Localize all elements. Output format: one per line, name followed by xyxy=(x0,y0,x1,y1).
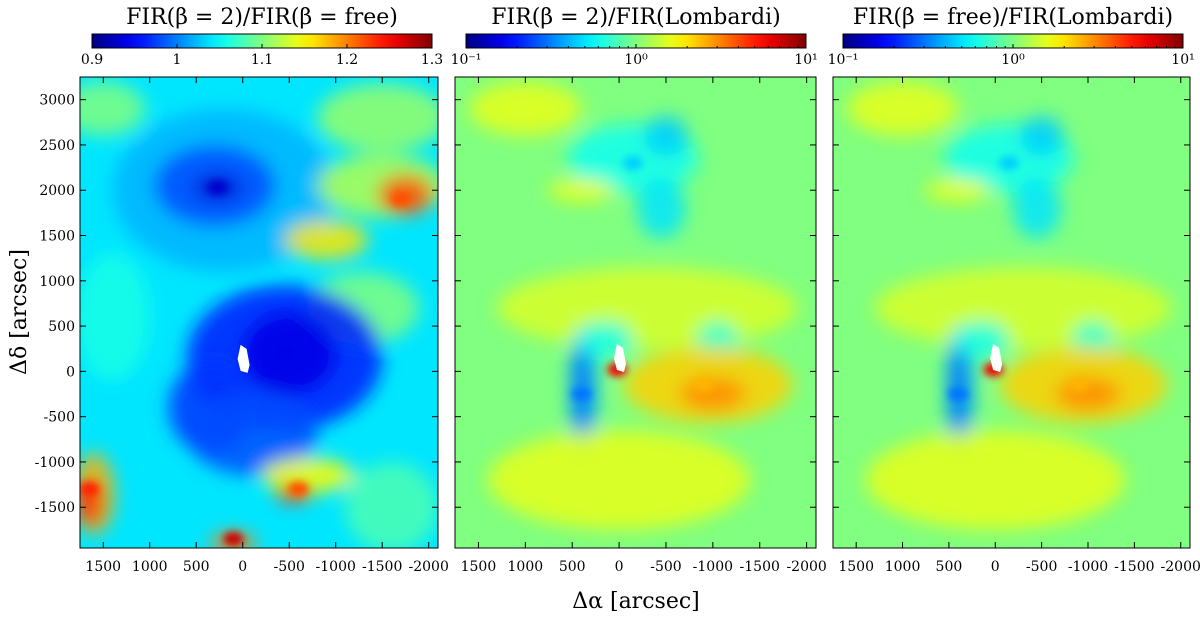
colorbar-tick-label: 1.3 xyxy=(421,52,443,68)
x-tick-label: 1000 xyxy=(508,559,544,575)
x-tick-label: 0 xyxy=(238,559,247,575)
x-tick-label: -500 xyxy=(273,559,304,575)
heatmap-panel-2: 1500 1000 500 0 -500 -1000 -1500 -2000 10⁻¹ 10⁰ 10… xyxy=(451,5,827,575)
y-tick-label: -1500 xyxy=(35,500,75,516)
x-tick-label: -1000 xyxy=(693,559,733,575)
x-tick-label: -500 xyxy=(1026,559,1057,575)
colorbar-tick-label: 1.2 xyxy=(336,52,358,68)
panel-title: FIR(β = free)/FIR(Lombardi) xyxy=(853,5,1173,30)
panel-title: FIR(β = 2)/FIR(Lombardi) xyxy=(491,5,780,30)
y-tick-label: -500 xyxy=(44,410,75,426)
colorbar-tick-label: 10⁻¹ xyxy=(451,52,482,68)
x-tick-label: 500 xyxy=(183,559,210,575)
x-tick-label: -1500 xyxy=(740,559,780,575)
x-tick-label: 1500 xyxy=(85,559,121,575)
x-tick-label: 0 xyxy=(615,559,624,575)
heatmap-image xyxy=(455,77,816,548)
x-tick-label: -500 xyxy=(650,559,681,575)
heatmap-region xyxy=(636,178,686,239)
heatmap-region xyxy=(953,321,1010,358)
heatmap-feature xyxy=(623,156,644,171)
x-tick-label: -1000 xyxy=(1068,559,1108,575)
heatmap-region xyxy=(317,83,438,153)
x-tick-label: 0 xyxy=(991,559,1000,575)
heatmap-feature xyxy=(80,482,100,497)
heatmap-panel-3: 1500 1000 500 0 -500 -1000 -1500 -2000 10⁻¹ 10⁰ 10… xyxy=(828,5,1200,575)
x-tick-label: -2000 xyxy=(1161,559,1200,575)
x-tick-label: -1500 xyxy=(1114,559,1154,575)
heatmap-region xyxy=(80,253,150,381)
y-tick-label: -1000 xyxy=(35,455,75,471)
heatmap-feature xyxy=(223,531,244,546)
heatmap-feature xyxy=(390,192,411,207)
x-tick-label: -2000 xyxy=(786,559,826,575)
x-tick-label: 1000 xyxy=(132,559,168,575)
x-tick-label: -2000 xyxy=(409,559,449,575)
colorbar-tick-label: 10¹ xyxy=(1171,52,1194,68)
heatmap-region xyxy=(846,81,959,136)
x-tick-label: 1500 xyxy=(461,559,497,575)
masked-pixels xyxy=(613,343,626,372)
y-tick-label: 2000 xyxy=(39,183,75,199)
heatmap-feature xyxy=(207,180,228,195)
heatmap-region xyxy=(80,81,146,136)
plot-frame xyxy=(79,76,439,549)
colorbar-tick-label: 10⁻¹ xyxy=(828,52,859,68)
masked-pixels xyxy=(990,343,1003,372)
colorbar-tick-label: 0.9 xyxy=(81,52,103,68)
heatmap-region xyxy=(548,179,615,202)
heatmap-region xyxy=(261,457,355,494)
x-axis-label: Δα [arcsec] xyxy=(572,589,700,614)
x-tick-label: 1000 xyxy=(885,559,921,575)
y-tick-label: 1500 xyxy=(39,229,75,245)
panel-title: FIR(β = 2)/FIR(β = free) xyxy=(126,5,398,30)
y-tick-label: 2500 xyxy=(39,138,75,154)
heatmap-image xyxy=(80,77,438,548)
x-tick-label: 500 xyxy=(559,559,586,575)
heatmap-region xyxy=(1020,115,1063,156)
x-tick-label: 1500 xyxy=(838,559,874,575)
heatmap-image xyxy=(833,77,1190,548)
heatmap-feature xyxy=(999,156,1020,171)
heatmap-panel-1: 1500 1000 500 0 -500 -1000 -1500 -2000-1500-100… xyxy=(35,5,449,575)
heatmap-feature xyxy=(693,377,714,392)
heatmap-region xyxy=(925,179,991,202)
heatmap-region xyxy=(497,267,798,349)
plot-frame xyxy=(832,76,1191,549)
heatmap-region xyxy=(284,220,369,260)
masked-pixels xyxy=(237,344,250,373)
heatmap-region xyxy=(644,115,688,156)
y-tick-label: 0 xyxy=(66,364,75,380)
colorbar-tick-label: 10⁰ xyxy=(624,52,648,68)
heatmap-region xyxy=(865,430,1126,530)
colorbar-tick-label: 1.1 xyxy=(251,52,273,68)
y-axis-label: Δδ [arcsec] xyxy=(7,249,32,375)
heatmap-feature xyxy=(288,482,309,497)
heatmap-region xyxy=(469,81,582,136)
x-tick-label: 500 xyxy=(936,559,963,575)
y-tick-label: 1000 xyxy=(39,274,75,290)
heatmap-feature xyxy=(1068,377,1089,392)
colorbar-tick-label: 1 xyxy=(173,52,182,68)
y-tick-label: 500 xyxy=(48,319,75,335)
plot-frame xyxy=(454,76,817,549)
heatmap-region xyxy=(487,430,751,530)
heatmap-feature xyxy=(571,387,592,402)
heatmap-region xyxy=(874,267,1172,349)
y-tick-label: 3000 xyxy=(39,93,75,109)
heatmap-feature xyxy=(948,387,969,402)
heatmap-region xyxy=(1012,178,1062,239)
x-tick-label: -1500 xyxy=(362,559,402,575)
x-tick-label: -1000 xyxy=(316,559,356,575)
colorbar-tick-label: 10⁰ xyxy=(1001,52,1025,68)
heatmap-region xyxy=(186,394,318,476)
heatmap-region xyxy=(345,461,438,548)
heatmap-region xyxy=(576,321,634,358)
heatmap-feature xyxy=(274,346,295,361)
colorbar-tick-label: 10¹ xyxy=(794,52,817,68)
